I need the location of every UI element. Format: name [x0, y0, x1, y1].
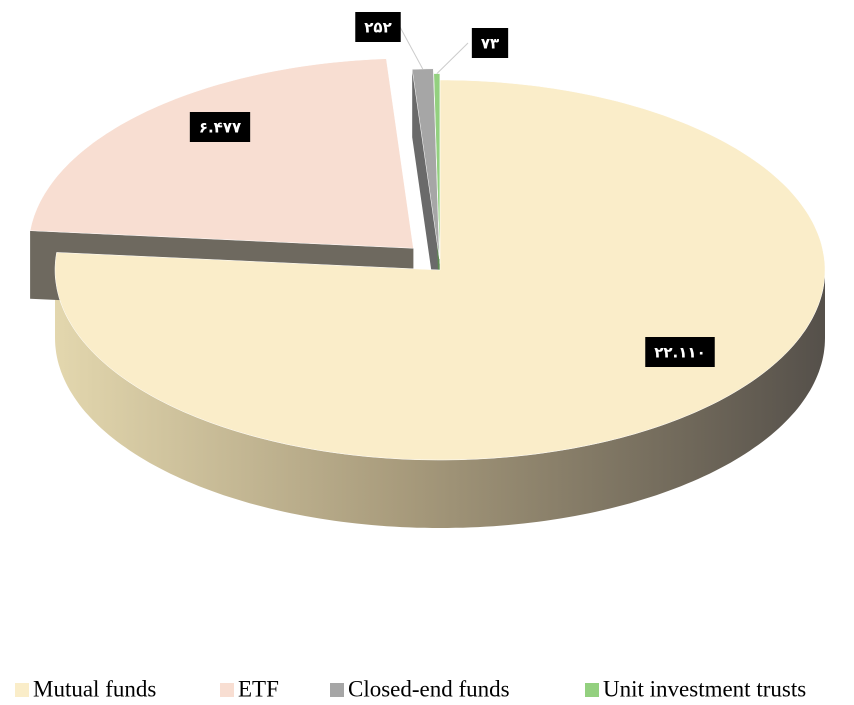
legend-swatch: [15, 683, 29, 697]
slice: [54, 79, 826, 461]
legend-swatch: [585, 683, 599, 697]
data-label-box: [355, 12, 401, 42]
data-label: ۶.۴۷۷: [199, 119, 241, 137]
legend: Mutual funds ETF Closed-end funds Unit inve…: [15, 676, 806, 701]
legend-label: ETF: [238, 676, 279, 701]
data-label-box: [189, 112, 251, 142]
data-label-box: [471, 28, 509, 58]
slice-side: [412, 69, 440, 327]
data-labels: ۲۲.۱۱۰ ۶.۴۷۷ ۲۵۲ ۷۳: [189, 12, 715, 367]
data-label: ۷۳: [481, 35, 499, 53]
legend-label: Closed-end funds: [348, 676, 510, 701]
data-label: ۲۵۲: [364, 19, 391, 37]
legend-label: Mutual funds: [33, 676, 156, 701]
slice-side: [55, 270, 825, 528]
leader-line: [436, 42, 469, 74]
legend-swatch: [330, 683, 344, 697]
data-label-box: [645, 337, 715, 367]
pie-tops: [29, 58, 826, 461]
data-label: ۲۲.۱۱۰: [654, 344, 705, 362]
legend-swatch: [220, 683, 234, 697]
slice: [29, 58, 414, 249]
legend-label: Unit investment trusts: [603, 676, 806, 701]
slice: [411, 68, 440, 259]
leader-line: [399, 26, 424, 70]
